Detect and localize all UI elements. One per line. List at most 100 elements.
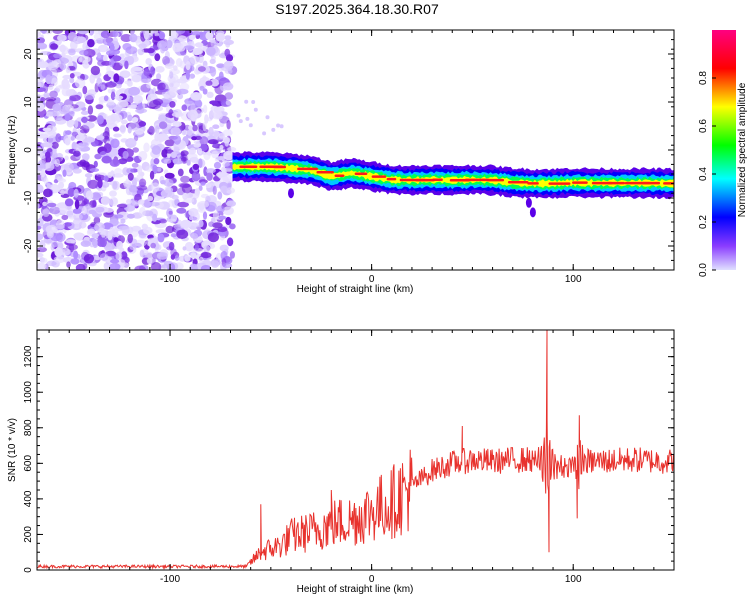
spectrogram-noise-blob [199, 136, 209, 146]
spectrogram-noise-blob [207, 232, 219, 243]
spectrogram-noise-blob [66, 90, 78, 96]
spectrogram-noise-blob [87, 228, 96, 235]
spectrogram-noise-blob [163, 178, 174, 187]
spectrogram-noise-blob [105, 81, 117, 88]
spectrogram-noise-blob [204, 114, 209, 124]
spectrogram-noise-blob [202, 88, 208, 95]
spectrogram-noise-blob [226, 237, 234, 247]
colorbar-tick-label: 0.0 [698, 263, 709, 277]
spectrogram-noise-blob [208, 221, 215, 227]
spectrogram-noise-blob [45, 224, 58, 234]
spectrogram-x-tick-label: 0 [369, 274, 375, 285]
spectrogram-noise-field [37, 30, 284, 270]
spectrogram-noise-blob [177, 168, 184, 177]
spectrogram-noise-blob [154, 32, 160, 37]
spectrogram-noise-blob [116, 203, 128, 209]
spectrogram-noise-blob [51, 77, 58, 87]
spectrogram-noise-blob [224, 35, 232, 41]
spectrogram-noise-blob [194, 98, 202, 109]
spectrogram-noise-blob [279, 124, 284, 129]
spectrogram-noise-blob [81, 116, 88, 123]
spectrogram-noise-blob [37, 262, 47, 270]
snr-series-line [37, 330, 674, 570]
spectrogram-noise-blob [59, 44, 66, 53]
spectrogram-noise-blob [162, 56, 170, 66]
spectrogram-noise-blob [209, 100, 219, 105]
spectrogram-noise-blob [128, 185, 139, 193]
spectrogram-noise-blob [106, 115, 116, 125]
spectrogram-noise-blob [109, 190, 117, 197]
spectrogram-noise-blob [109, 44, 115, 51]
spectrogram-noise-blob [177, 35, 187, 42]
spectrogram-noise-blob [80, 110, 89, 116]
spectrogram-noise-blob [180, 151, 185, 157]
spectrogram-noise-blob [163, 94, 170, 100]
spectrogram-noise-blob [37, 233, 44, 241]
spectrogram-noise-blob [163, 158, 172, 164]
spectrogram-noise-blob [203, 104, 208, 114]
spectrogram-noise-blob [65, 239, 77, 244]
spectrogram-noise-blob [54, 118, 67, 125]
spectrogram-noise-blob [131, 117, 139, 123]
spectrogram-noise-blob [216, 205, 225, 214]
spectrogram-noise-blob [126, 167, 134, 174]
spectrogram-noise-blob [46, 183, 51, 190]
spectrogram-noise-blob [37, 87, 46, 93]
spectrogram-noise-blob [64, 113, 71, 122]
spectrogram-noise-blob [160, 189, 173, 198]
spectrogram-noise-blob [73, 188, 79, 198]
spectrogram-noise-blob [59, 204, 68, 214]
spectrogram-noise-blob [53, 53, 62, 59]
spectrogram-noise-blob [131, 162, 139, 168]
spectrogram-noise-blob [195, 243, 199, 251]
spectrogram-noise-blob [158, 121, 168, 129]
spectrogram-noise-blob [200, 181, 206, 186]
spectrogram-noise-blob [203, 166, 208, 177]
spectrogram-noise-blob [74, 143, 79, 150]
snr-y-tick-label: 400 [23, 490, 34, 507]
spectrogram-noise-blob [271, 127, 276, 132]
spectrogram-noise-blob [202, 211, 208, 220]
spectrogram-noise-blob [96, 135, 105, 141]
spectrogram-noise-blob [37, 202, 40, 209]
spectrogram-noise-blob [136, 104, 145, 115]
spectrogram-noise-blob [110, 91, 116, 101]
spectrogram-noise-blob [221, 66, 233, 72]
spectrogram-noise-blob [147, 201, 160, 207]
spectrogram-noise-blob [105, 50, 115, 56]
spectrogram-noise-blob [64, 155, 69, 161]
spectrogram-noise-blob [217, 191, 223, 200]
spectrogram-noise-blob [248, 123, 253, 128]
spectrogram-noise-blob [100, 84, 106, 90]
spectrogram-noise-blob [95, 204, 105, 215]
spectrogram-noise-blob [164, 172, 175, 179]
spectrogram-noise-blob [215, 32, 225, 42]
spectrogram-x-tick-label: -100 [160, 274, 180, 285]
spectrogram-noise-blob [43, 188, 53, 198]
spectrogram-noise-blob [42, 208, 50, 218]
spectrogram-noise-blob [276, 123, 281, 128]
spectrogram-noise-blob [89, 168, 100, 172]
snr-y-ticks: 0 200 400 600 800 1000 1200 [23, 329, 674, 573]
spectrogram-noise-blob [59, 63, 67, 71]
spectrogram-noise-blob [74, 78, 86, 89]
spectrogram-noise-blob [181, 104, 188, 111]
spectrogram-noise-blob [58, 181, 65, 189]
spectrogram-noise-blob [225, 42, 231, 48]
spectrogram-noise-blob [165, 149, 174, 154]
spectrogram-noise-blob [116, 240, 123, 250]
spectrogram-noise-blob [66, 261, 71, 268]
spectrogram-noise-blob [225, 187, 235, 194]
spectrogram-noise-blob [217, 226, 228, 233]
spectrogram-noise-blob [37, 252, 44, 258]
spectrogram-noise-blob [96, 115, 104, 125]
spectrogram-noise-blob [178, 182, 190, 189]
spectrogram-noise-blob [59, 248, 71, 256]
spectrogram-noise-blob [80, 129, 87, 134]
spectrogram-noise-blob [197, 66, 206, 72]
spectrogram-noise-blob [141, 223, 148, 230]
spectrogram-noise-blob [189, 55, 200, 65]
spectrogram-noise-blob [253, 107, 258, 112]
spectrogram-noise-blob [174, 255, 180, 261]
spectrogram-noise-blob [60, 189, 65, 196]
